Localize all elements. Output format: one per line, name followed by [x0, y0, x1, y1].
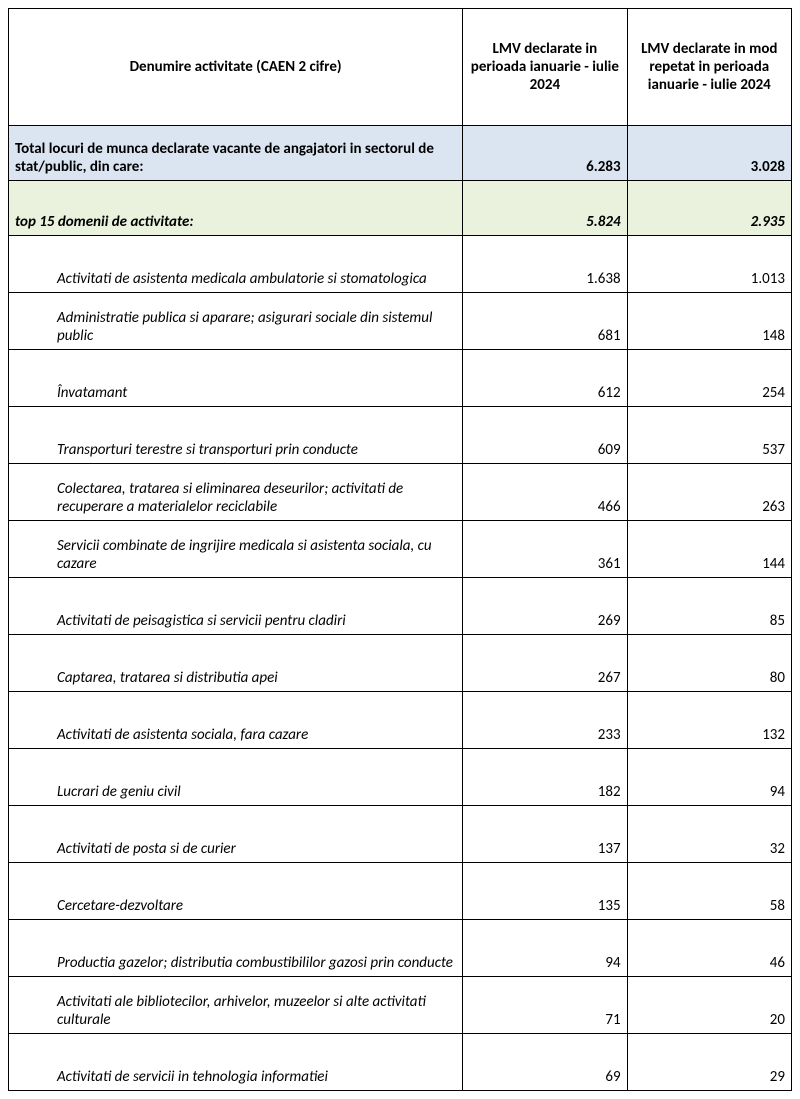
- row-v2: 85: [627, 578, 791, 635]
- row-label: Cercetare-dezvoltare: [9, 863, 463, 920]
- header-activity: Denumire activitate (CAEN 2 cifre): [9, 9, 463, 126]
- total-v2: 3.028: [627, 126, 791, 181]
- row-v1: 233: [463, 692, 627, 749]
- row-label: Captarea, tratarea si distributia apei: [9, 635, 463, 692]
- table-row: Învatamant612254: [9, 350, 792, 407]
- row-v2: 263: [627, 464, 791, 521]
- row-label: Activitati de posta si de curier: [9, 806, 463, 863]
- row-v2: 80: [627, 635, 791, 692]
- table-row: Cercetare-dezvoltare13558: [9, 863, 792, 920]
- table-row: Activitati de posta si de curier13732: [9, 806, 792, 863]
- row-label: Colectarea, tratarea si eliminarea deseu…: [9, 464, 463, 521]
- row-label: Lucrari de geniu civil: [9, 749, 463, 806]
- row-v2: 132: [627, 692, 791, 749]
- row-v2: 148: [627, 293, 791, 350]
- row-v2: 254: [627, 350, 791, 407]
- row-v1: 137: [463, 806, 627, 863]
- row-label: Activitati de asistenta sociala, fara ca…: [9, 692, 463, 749]
- row-label: Servicii combinate de ingrijire medicala…: [9, 521, 463, 578]
- header-declared: LMV declarate in perioada ianuarie - iul…: [463, 9, 627, 126]
- row-v2: 58: [627, 863, 791, 920]
- table-row: Activitati de peisagistica si servicii p…: [9, 578, 792, 635]
- table-row: Activitati de servicii in tehnologia inf…: [9, 1034, 792, 1091]
- row-label: Activitati de asistenta medicala ambulat…: [9, 236, 463, 293]
- row-v1: 69: [463, 1034, 627, 1091]
- row-v1: 135: [463, 863, 627, 920]
- table-row: Administratie publica si aparare; asigur…: [9, 293, 792, 350]
- total-label: Total locuri de munca declarate vacante …: [9, 126, 463, 181]
- top15-label: top 15 domenii de activitate:: [9, 181, 463, 236]
- row-v2: 29: [627, 1034, 791, 1091]
- row-v2: 537: [627, 407, 791, 464]
- row-label: Activitati de peisagistica si servicii p…: [9, 578, 463, 635]
- table-row: Transporturi terestre si transporturi pr…: [9, 407, 792, 464]
- row-v1: 71: [463, 977, 627, 1034]
- header-repeated: LMV declarate in mod repetat in perioada…: [627, 9, 791, 126]
- row-label: Activitati ale bibliotecilor, arhivelor,…: [9, 977, 463, 1034]
- top15-v2: 2.935: [627, 181, 791, 236]
- table-row: Lucrari de geniu civil18294: [9, 749, 792, 806]
- row-v2: 1.013: [627, 236, 791, 293]
- row-v2: 20: [627, 977, 791, 1034]
- row-total: Total locuri de munca declarate vacante …: [9, 126, 792, 181]
- row-label: Administratie publica si aparare; asigur…: [9, 293, 463, 350]
- table-row: Activitati de asistenta sociala, fara ca…: [9, 692, 792, 749]
- table-row: Activitati de asistenta medicala ambulat…: [9, 236, 792, 293]
- row-v1: 361: [463, 521, 627, 578]
- table-row: Activitati ale bibliotecilor, arhivelor,…: [9, 977, 792, 1034]
- header-row: Denumire activitate (CAEN 2 cifre) LMV d…: [9, 9, 792, 126]
- row-top15: top 15 domenii de activitate: 5.824 2.93…: [9, 181, 792, 236]
- row-v1: 267: [463, 635, 627, 692]
- row-v1: 269: [463, 578, 627, 635]
- row-label: Transporturi terestre si transporturi pr…: [9, 407, 463, 464]
- table-row: Servicii combinate de ingrijire medicala…: [9, 521, 792, 578]
- row-v1: 1.638: [463, 236, 627, 293]
- table-row: Captarea, tratarea si distributia apei26…: [9, 635, 792, 692]
- row-v2: 32: [627, 806, 791, 863]
- row-v1: 609: [463, 407, 627, 464]
- row-v1: 182: [463, 749, 627, 806]
- row-v2: 94: [627, 749, 791, 806]
- row-v2: 144: [627, 521, 791, 578]
- total-v1: 6.283: [463, 126, 627, 181]
- row-label: Activitati de servicii in tehnologia inf…: [9, 1034, 463, 1091]
- activity-table: Denumire activitate (CAEN 2 cifre) LMV d…: [8, 8, 792, 1091]
- top15-v1: 5.824: [463, 181, 627, 236]
- row-v1: 466: [463, 464, 627, 521]
- row-v1: 612: [463, 350, 627, 407]
- table-row: Colectarea, tratarea si eliminarea deseu…: [9, 464, 792, 521]
- row-v1: 681: [463, 293, 627, 350]
- row-label: Învatamant: [9, 350, 463, 407]
